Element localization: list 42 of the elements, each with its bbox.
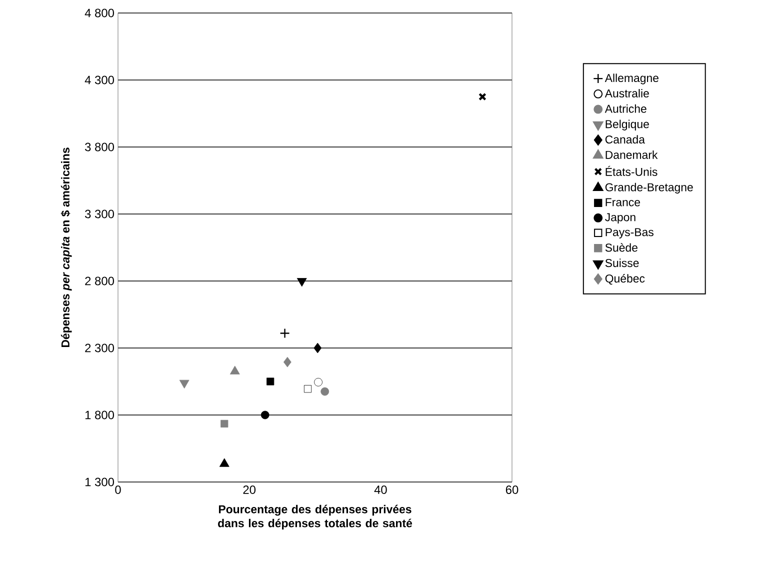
legend-label: Suède bbox=[605, 243, 638, 252]
x-tick-label: 60 bbox=[506, 486, 518, 494]
legend-label: Australie bbox=[604, 89, 649, 98]
legend-label: Belgique bbox=[606, 120, 649, 130]
legend-label: Danemark bbox=[606, 150, 658, 159]
legend-label: Grande-Bretagne bbox=[605, 182, 693, 194]
legend-label: France bbox=[606, 198, 640, 206]
legend-label: Suisse bbox=[605, 258, 639, 268]
point bbox=[230, 366, 240, 374]
legend-label: Autriche bbox=[604, 104, 646, 113]
point bbox=[320, 387, 330, 396]
point bbox=[314, 342, 322, 354]
legend-label: Japon bbox=[605, 213, 636, 224]
point bbox=[266, 378, 274, 386]
y-axis-title: Dépenses per capita en $ américains bbox=[60, 148, 72, 348]
y-tick-label: 4 800 bbox=[84, 8, 114, 18]
legend-label: Québec bbox=[605, 274, 645, 285]
legend-label: États-Unis bbox=[606, 166, 658, 176]
point bbox=[280, 328, 290, 338]
x-axis-title: Pourcentage des dépenses privées dans les dépenses totales de santé bbox=[218, 504, 412, 530]
point bbox=[260, 410, 270, 420]
legend-label: Allemagne bbox=[604, 74, 658, 84]
point bbox=[283, 356, 292, 368]
legend-label: Pays-Bas bbox=[606, 228, 654, 238]
point bbox=[296, 278, 307, 287]
point bbox=[179, 380, 190, 389]
point bbox=[220, 420, 228, 428]
point bbox=[219, 458, 230, 467]
y-tick-label: 2 800 bbox=[85, 276, 114, 286]
point bbox=[304, 385, 312, 393]
y-tick-label: 1 300 bbox=[85, 478, 114, 486]
x-tick-label: 0 bbox=[115, 486, 121, 494]
y-tick-label: 3 800 bbox=[85, 142, 114, 152]
point bbox=[478, 92, 486, 101]
point bbox=[314, 378, 322, 386]
y-tick-label: 2 300 bbox=[85, 344, 114, 352]
x-tick-label: 40 bbox=[374, 486, 387, 494]
y-tick-label: 4 300 bbox=[84, 76, 114, 84]
legend-label: Canada bbox=[605, 135, 645, 144]
x-tick-label: 20 bbox=[243, 486, 256, 494]
y-tick-label: 1 800 bbox=[85, 410, 114, 420]
y-tick-label: 3 300 bbox=[85, 210, 114, 218]
